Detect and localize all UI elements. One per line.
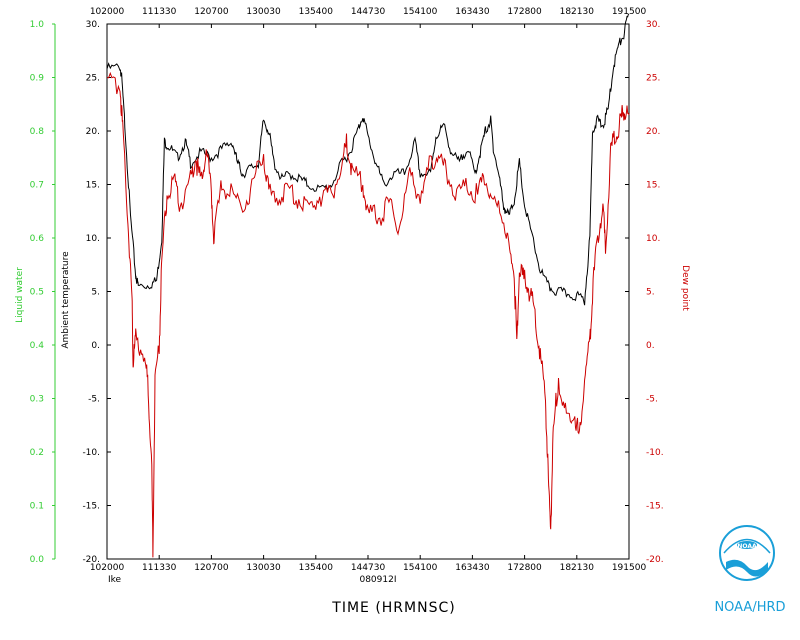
bottom-tick-label: 130030 xyxy=(246,563,281,573)
right-axis-ticks: -20. -15. -10. -5. 0. 5. 10. 15. 20. 25. 30. xyxy=(625,20,664,565)
left-tick-label: 0.9 xyxy=(30,74,45,84)
right-tick-label: 15. xyxy=(646,181,660,191)
left-axis-ticks: 0.0 0.1 0.2 0.3 0.4 0.5 0.6 0.7 0.8 0.9 1.0 xyxy=(30,20,56,565)
inner-tick-label: 20. xyxy=(86,127,100,137)
top-tick-label: 154100 xyxy=(403,7,438,17)
top-tick-label: 182130 xyxy=(560,7,595,17)
left-tick-label: 0.6 xyxy=(30,234,45,244)
right-tick-label: 30. xyxy=(646,20,660,30)
top-tick-label: 172800 xyxy=(507,7,542,17)
right-tick-label: -10. xyxy=(646,448,664,458)
left-tick-label: 0.4 xyxy=(30,341,45,351)
left-tick-label: 0.0 xyxy=(30,555,45,565)
inner-tick-label: 0. xyxy=(91,341,100,351)
bottom-tick-label: 135400 xyxy=(299,563,334,573)
left-tick-label: 0.5 xyxy=(30,288,44,298)
dew-point-line xyxy=(106,71,630,558)
bottom-tick-label: 172800 xyxy=(507,563,542,573)
top-tick-label: 120700 xyxy=(194,7,229,17)
left-axis-label: Liquid water xyxy=(15,267,25,323)
top-tick-label: 163430 xyxy=(455,7,490,17)
bottom-tick-label: 163430 xyxy=(455,563,490,573)
ambient-temperature-line xyxy=(106,13,630,306)
inner-tick-label: -15. xyxy=(82,502,100,512)
right-axis-label: Dew point xyxy=(680,265,690,311)
inner-tick-label: 15. xyxy=(86,181,100,191)
top-time-ticks: 102000 111330 120700 130030 135400 144730 1541… xyxy=(90,7,647,28)
plot-frame xyxy=(106,23,630,560)
inner-tick-label: 25. xyxy=(86,74,100,84)
inner-tick-label: 10. xyxy=(86,234,100,244)
date-label: 080912I xyxy=(359,575,396,585)
bottom-tick-label: 111330 xyxy=(142,563,177,573)
left-tick-label: 0.2 xyxy=(30,448,44,458)
right-tick-label: 5. xyxy=(646,288,655,298)
bottom-time-ticks: 102000 111330 120700 130030 135400 144730 1541… xyxy=(90,555,647,573)
right-tick-label: 10. xyxy=(646,234,660,244)
inner-axis-label: Ambient temperature xyxy=(61,251,71,349)
bottom-tick-label: 154100 xyxy=(403,563,438,573)
right-tick-label: 25. xyxy=(646,74,660,84)
top-tick-label: 135400 xyxy=(299,7,334,17)
top-tick-label: 144730 xyxy=(351,7,386,17)
right-tick-label: 20. xyxy=(646,127,660,137)
inner-tick-label: -10. xyxy=(82,448,100,458)
x-axis-title: TIME (HRMNSC) xyxy=(331,600,455,616)
series-group xyxy=(106,13,630,558)
top-tick-label: 111330 xyxy=(142,7,177,17)
inner-tick-label: 30. xyxy=(86,20,100,30)
bottom-tick-label: 191500 xyxy=(612,563,647,573)
right-tick-label: 0. xyxy=(646,341,655,351)
inner-tick-label: -20. xyxy=(82,555,100,565)
right-tick-label: -15. xyxy=(646,502,664,512)
bottom-tick-label: 102000 xyxy=(90,563,125,573)
bottom-tick-label: 182130 xyxy=(560,563,595,573)
storm-label: Ike xyxy=(108,575,122,585)
inner-tick-label: 5. xyxy=(91,288,100,298)
noaa-logo-icon: NOAA xyxy=(719,525,775,581)
left-tick-label: 0.7 xyxy=(30,181,44,191)
left-tick-label: 0.3 xyxy=(30,395,44,405)
inner-tick-label: -5. xyxy=(88,395,100,405)
right-tick-label: -20. xyxy=(646,555,664,565)
inner-axis-ticks: -20. -15. -10. -5. 0. 5. 10. 15. 20. 25. 30. xyxy=(82,20,111,565)
left-tick-label: 0.8 xyxy=(30,127,45,137)
left-tick-label: 1.0 xyxy=(30,20,45,30)
top-tick-label: 191500 xyxy=(612,7,647,17)
top-tick-label: 130030 xyxy=(246,7,281,17)
svg-text:NOAA: NOAA xyxy=(737,543,757,550)
left-tick-label: 0.1 xyxy=(30,502,44,512)
bottom-tick-label: 144730 xyxy=(351,563,386,573)
bottom-tick-label: 120700 xyxy=(194,563,229,573)
top-tick-label: 102000 xyxy=(90,7,125,17)
right-tick-label: -5. xyxy=(646,395,658,405)
noaa-hrd-label: NOAA/HRD xyxy=(714,600,785,615)
